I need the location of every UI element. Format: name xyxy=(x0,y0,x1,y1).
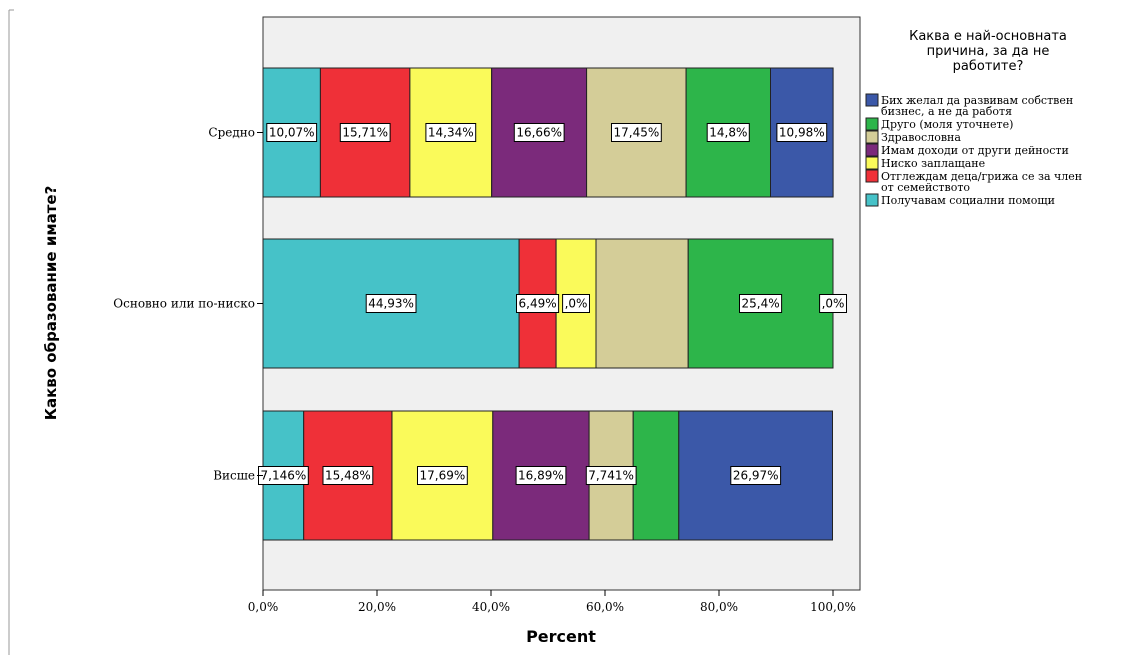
data-label: 44,93% xyxy=(365,294,417,313)
y-axis-title: Какво образование имате? xyxy=(42,186,60,421)
legend-label: Бих желал да развивам собствен xyxy=(881,94,1073,107)
data-label-text: 7,146% xyxy=(261,469,307,483)
data-label-box xyxy=(339,123,391,142)
data-label-box xyxy=(515,466,567,485)
data-label: 15,71% xyxy=(339,123,391,142)
legend-label: Ниско заплащане xyxy=(881,157,985,170)
data-label: 26,97% xyxy=(730,466,782,485)
data-label-text: 44,93% xyxy=(368,297,414,311)
data-label-text: 7,741% xyxy=(588,469,634,483)
legend-label: бизнес, а не да работя xyxy=(881,105,1012,118)
data-label-text: 14,8% xyxy=(709,126,747,140)
data-label-text: 16,66% xyxy=(516,126,562,140)
data-label-box xyxy=(562,294,590,313)
y-axis: Средно Основно или по-ниско Висше xyxy=(113,126,263,483)
data-label-text: ,0% xyxy=(565,297,588,311)
data-label: 10,07% xyxy=(266,123,318,142)
legend-item: Получавам социални помощи xyxy=(865,193,1055,207)
legend-label: Здравословна xyxy=(881,131,961,144)
legend-swatch xyxy=(865,93,879,107)
legend-swatch xyxy=(865,169,879,183)
data-label-box xyxy=(706,123,750,142)
data-label-box xyxy=(516,294,560,313)
data-label-box xyxy=(739,294,783,313)
legend-swatch xyxy=(865,143,879,157)
bar-segment xyxy=(632,410,680,541)
x-tick-label: 20,0% xyxy=(358,600,396,614)
data-label: 14,8% xyxy=(706,123,750,142)
legend-item: Ниско заплащане xyxy=(865,156,985,170)
data-label: ,0% xyxy=(562,294,590,313)
data-label: 16,66% xyxy=(513,123,565,142)
x-axis-title: Percent xyxy=(526,627,596,646)
data-label-text: 25,4% xyxy=(742,297,780,311)
data-label-box xyxy=(819,294,847,313)
bars-group xyxy=(262,67,834,541)
data-label-text: 15,48% xyxy=(325,469,371,483)
data-label-box xyxy=(365,294,417,313)
legend-label: Имам доходи от други дейности xyxy=(881,144,1069,157)
bar-labels-group: 10,07% 15,71% 14,34% 16,66% 17,45% 14,8% 10,98… xyxy=(258,123,847,485)
data-label-text: 14,34% xyxy=(428,126,474,140)
data-label: 7,146% xyxy=(258,466,309,485)
data-label-text: ,0% xyxy=(822,297,845,311)
data-label-box xyxy=(585,466,637,485)
data-label-box xyxy=(322,466,374,485)
legend-swatch xyxy=(865,193,879,207)
data-label: 17,45% xyxy=(611,123,662,142)
data-label-text: 16,89% xyxy=(518,469,564,483)
legend-title-line: Каква е най-основната xyxy=(909,29,1067,44)
data-label-text: 26,97% xyxy=(733,469,779,483)
data-label: 14,34% xyxy=(425,123,477,142)
legend-label: Друго (моля уточнете) xyxy=(881,118,1013,131)
data-label: 25,4% xyxy=(739,294,783,313)
legend-label: Получавам социални помощи xyxy=(881,194,1055,207)
data-label-text: 6,49% xyxy=(519,297,557,311)
data-label: 7,741% xyxy=(585,466,637,485)
data-label-box xyxy=(611,123,662,142)
data-label-box xyxy=(776,123,828,142)
data-label-text: 15,71% xyxy=(342,126,388,140)
data-label-box xyxy=(513,123,565,142)
x-tick-label: 40,0% xyxy=(472,600,510,614)
legend-label: от семейството xyxy=(881,181,970,194)
y-tick-label: Основно или по-ниско xyxy=(113,297,255,311)
data-label-text: 10,98% xyxy=(779,126,825,140)
legend-item: Здравословна xyxy=(865,130,961,144)
data-label: 6,49% xyxy=(516,294,560,313)
bar-segment xyxy=(595,238,689,369)
legend-swatch xyxy=(865,130,879,144)
data-label: 10,98% xyxy=(776,123,828,142)
x-axis: 0,0% 20,0% 40,0% 60,0% 80,0% 100,0% xyxy=(248,590,856,614)
y-tick-label: Висше xyxy=(213,469,255,483)
data-label-box xyxy=(417,466,468,485)
legend-title-line: работите? xyxy=(953,59,1024,74)
legend-swatch xyxy=(865,117,879,131)
data-label-box xyxy=(425,123,477,142)
legend-label: Отглеждам деца/грижа се за член xyxy=(881,170,1082,183)
data-label: 16,89% xyxy=(515,466,567,485)
data-label-box xyxy=(730,466,782,485)
data-label-text: 10,07% xyxy=(269,126,315,140)
legend-title-line: причина, за да не xyxy=(927,44,1050,59)
data-label: 15,48% xyxy=(322,466,374,485)
data-label-text: 17,45% xyxy=(614,126,660,140)
data-label: ,0% xyxy=(819,294,847,313)
legend-item: Друго (моля уточнете) xyxy=(865,117,1013,131)
legend-item: Имам доходи от други дейности xyxy=(865,143,1069,157)
x-tick-label: 80,0% xyxy=(700,600,738,614)
x-tick-label: 60,0% xyxy=(586,600,624,614)
x-tick-label: 100,0% xyxy=(810,600,856,614)
x-tick-label: 0,0% xyxy=(248,600,279,614)
data-label-box xyxy=(266,123,318,142)
legend-swatch xyxy=(865,156,879,170)
data-label: 17,69% xyxy=(417,466,468,485)
data-label-text: 17,69% xyxy=(420,469,466,483)
y-tick-label: Средно xyxy=(208,126,255,140)
